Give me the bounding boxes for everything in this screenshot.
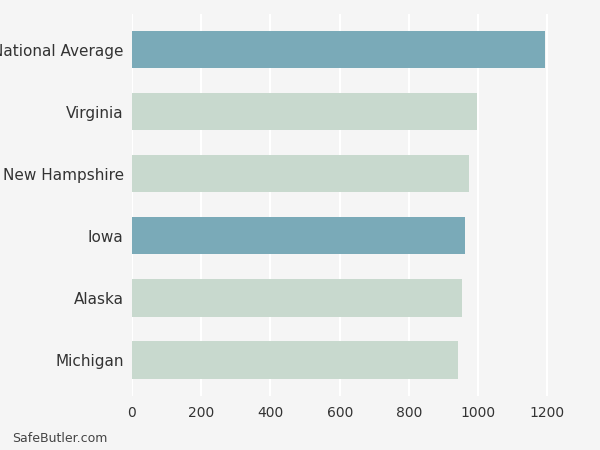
Text: SafeButler.com: SafeButler.com — [12, 432, 107, 446]
Bar — [132, 279, 462, 316]
Bar — [132, 93, 477, 130]
Bar — [132, 342, 458, 378]
Bar — [132, 155, 469, 192]
Bar — [132, 31, 545, 68]
Bar — [132, 217, 464, 254]
